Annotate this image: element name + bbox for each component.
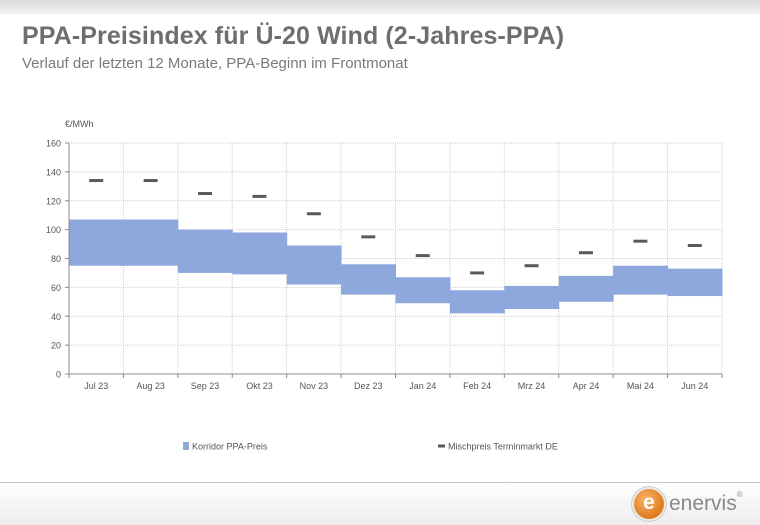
x-tick-label: Okt 23: [246, 381, 273, 391]
y-tick-label: 40: [51, 312, 61, 322]
x-tick-label: Nov 23: [300, 381, 329, 391]
x-tick-label: Feb 24: [463, 381, 491, 391]
footer-divider: [0, 482, 760, 483]
corridor-bar: [395, 277, 451, 304]
corridor-bar: [341, 264, 396, 295]
y-axis-unit-label: €/MWh: [65, 119, 94, 129]
y-tick-label: 0: [56, 370, 61, 380]
logo-wordmark: enervis®: [669, 490, 743, 516]
corridor-bar: [232, 232, 288, 275]
footer-band: [0, 483, 760, 525]
y-tick-label: 20: [51, 341, 61, 351]
y-tick-label: 100: [46, 225, 61, 235]
x-tick-label: Dez 23: [354, 381, 383, 391]
y-tick-label: 120: [46, 196, 61, 206]
page-title: PPA-Preisindex für Ü-20 Wind (2-Jahres-P…: [22, 22, 565, 50]
x-tick-label: Jun 24: [681, 381, 708, 391]
corridor-bar: [504, 285, 560, 310]
x-tick-label: Mrz 24: [518, 381, 546, 391]
logo-letter: e: [643, 491, 655, 514]
x-tick-label: Aug 23: [136, 381, 165, 391]
x-tick-label: Apr 24: [573, 381, 600, 391]
logo-registered-mark: ®: [736, 490, 743, 499]
legend-swatch-corridor: [183, 442, 189, 450]
y-tick-label: 80: [51, 254, 61, 264]
page-subtitle: Verlauf der letzten 12 Monate, PPA-Begin…: [22, 55, 408, 72]
corridor-bar: [558, 275, 614, 302]
corridor-bar: [123, 219, 179, 266]
corridor-bar: [667, 268, 723, 297]
corridor-bar: [449, 290, 505, 314]
x-tick-label: Sep 23: [191, 381, 220, 391]
corridor-bar: [613, 265, 669, 295]
logo-text: enervis: [669, 492, 737, 515]
x-tick-label: Mai 24: [627, 381, 654, 391]
y-tick-label: 60: [51, 283, 61, 293]
y-tick-label: 140: [46, 167, 61, 177]
y-tick-label: 160: [46, 139, 61, 149]
x-tick-label: Jan 24: [409, 381, 436, 391]
corridor-bar: [69, 219, 124, 266]
logo-mark-icon: e: [634, 489, 664, 519]
legend-label-marker: Mischpreis Terminmarkt DE: [448, 442, 558, 452]
enervis-logo: e enervis®: [634, 489, 746, 521]
legend-label-corridor: Korridor PPA-Preis: [192, 442, 268, 452]
corridor-bar: [177, 229, 233, 273]
corridor-bar: [286, 245, 342, 285]
x-tick-label: Jul 23: [84, 381, 108, 391]
top-band: [0, 0, 760, 14]
chart: 0 20 40 60 80 100 120 140 160 Jul 23 Aug 23 Sep 23 O…: [46, 119, 723, 452]
